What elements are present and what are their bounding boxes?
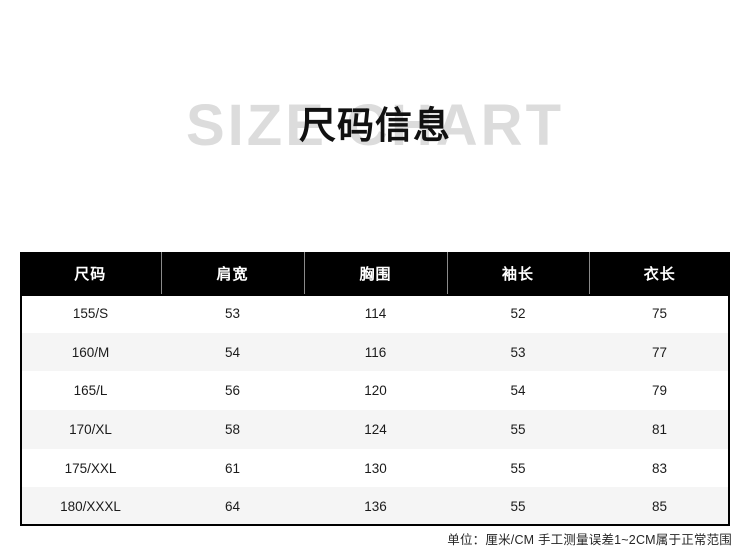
cell-shoulder: 56 bbox=[161, 371, 304, 411]
column-header-sleeve: 袖长 bbox=[447, 252, 590, 294]
table-header-row: 尺码 肩宽 胸围 袖长 衣长 bbox=[20, 252, 730, 294]
cell-sleeve: 53 bbox=[447, 332, 589, 372]
cell-shoulder: 54 bbox=[161, 332, 304, 372]
cell-shoulder: 53 bbox=[161, 294, 304, 333]
cell-sleeve: 54 bbox=[447, 371, 589, 411]
cell-length: 77 bbox=[589, 332, 730, 372]
measurement-note: 单位：厘米/CM 手工测量误差1~2CM属于正常范围 bbox=[447, 533, 732, 547]
cell-length: 83 bbox=[589, 448, 730, 488]
cell-shoulder: 58 bbox=[161, 410, 304, 449]
table-body: 155/S 53 114 52 75 160/M 54 116 53 77 16… bbox=[20, 294, 730, 527]
cell-bust: 116 bbox=[304, 332, 447, 372]
cell-sleeve: 55 bbox=[447, 448, 589, 488]
title-background-text: SIZE CHART bbox=[186, 93, 564, 158]
table-row: 180/XXXL 64 136 55 85 bbox=[20, 487, 730, 527]
cell-bust: 120 bbox=[304, 371, 447, 411]
table-row: 175/XXL 61 130 55 83 bbox=[20, 448, 730, 488]
table-row: 160/M 54 116 53 77 bbox=[20, 332, 730, 372]
column-header-bust: 胸围 bbox=[304, 252, 448, 294]
cell-bust: 136 bbox=[304, 487, 447, 527]
table-header: 尺码 肩宽 胸围 袖长 衣长 bbox=[20, 252, 730, 294]
title-foreground-text: 尺码信息 bbox=[299, 105, 451, 146]
cell-bust: 114 bbox=[304, 294, 447, 333]
cell-length: 75 bbox=[589, 294, 730, 333]
cell-size: 155/S bbox=[20, 294, 161, 333]
cell-bust: 124 bbox=[304, 410, 447, 449]
cell-sleeve: 55 bbox=[447, 410, 589, 449]
cell-size: 170/XL bbox=[20, 410, 161, 449]
cell-shoulder: 64 bbox=[161, 487, 304, 527]
page-title: SIZE CHART 尺码信息 bbox=[0, 86, 750, 166]
column-header-size: 尺码 bbox=[20, 252, 162, 294]
cell-length: 81 bbox=[589, 410, 730, 449]
size-chart-table: 尺码 肩宽 胸围 袖长 衣长 155/S 53 114 52 75 160/M … bbox=[20, 252, 730, 527]
table-row: 165/L 56 120 54 79 bbox=[20, 371, 730, 411]
cell-size: 165/L bbox=[20, 371, 161, 411]
column-header-shoulder: 肩宽 bbox=[161, 252, 305, 294]
cell-bust: 130 bbox=[304, 448, 447, 488]
cell-size: 180/XXXL bbox=[20, 487, 161, 527]
cell-shoulder: 61 bbox=[161, 448, 304, 488]
cell-length: 79 bbox=[589, 371, 730, 411]
table-row: 155/S 53 114 52 75 bbox=[20, 294, 730, 333]
cell-length: 85 bbox=[589, 487, 730, 527]
cell-sleeve: 55 bbox=[447, 487, 589, 527]
cell-sleeve: 52 bbox=[447, 294, 589, 333]
cell-size: 160/M bbox=[20, 332, 161, 372]
column-header-length: 衣长 bbox=[589, 252, 730, 294]
cell-size: 175/XXL bbox=[20, 448, 161, 488]
table-row: 170/XL 58 124 55 81 bbox=[20, 410, 730, 449]
